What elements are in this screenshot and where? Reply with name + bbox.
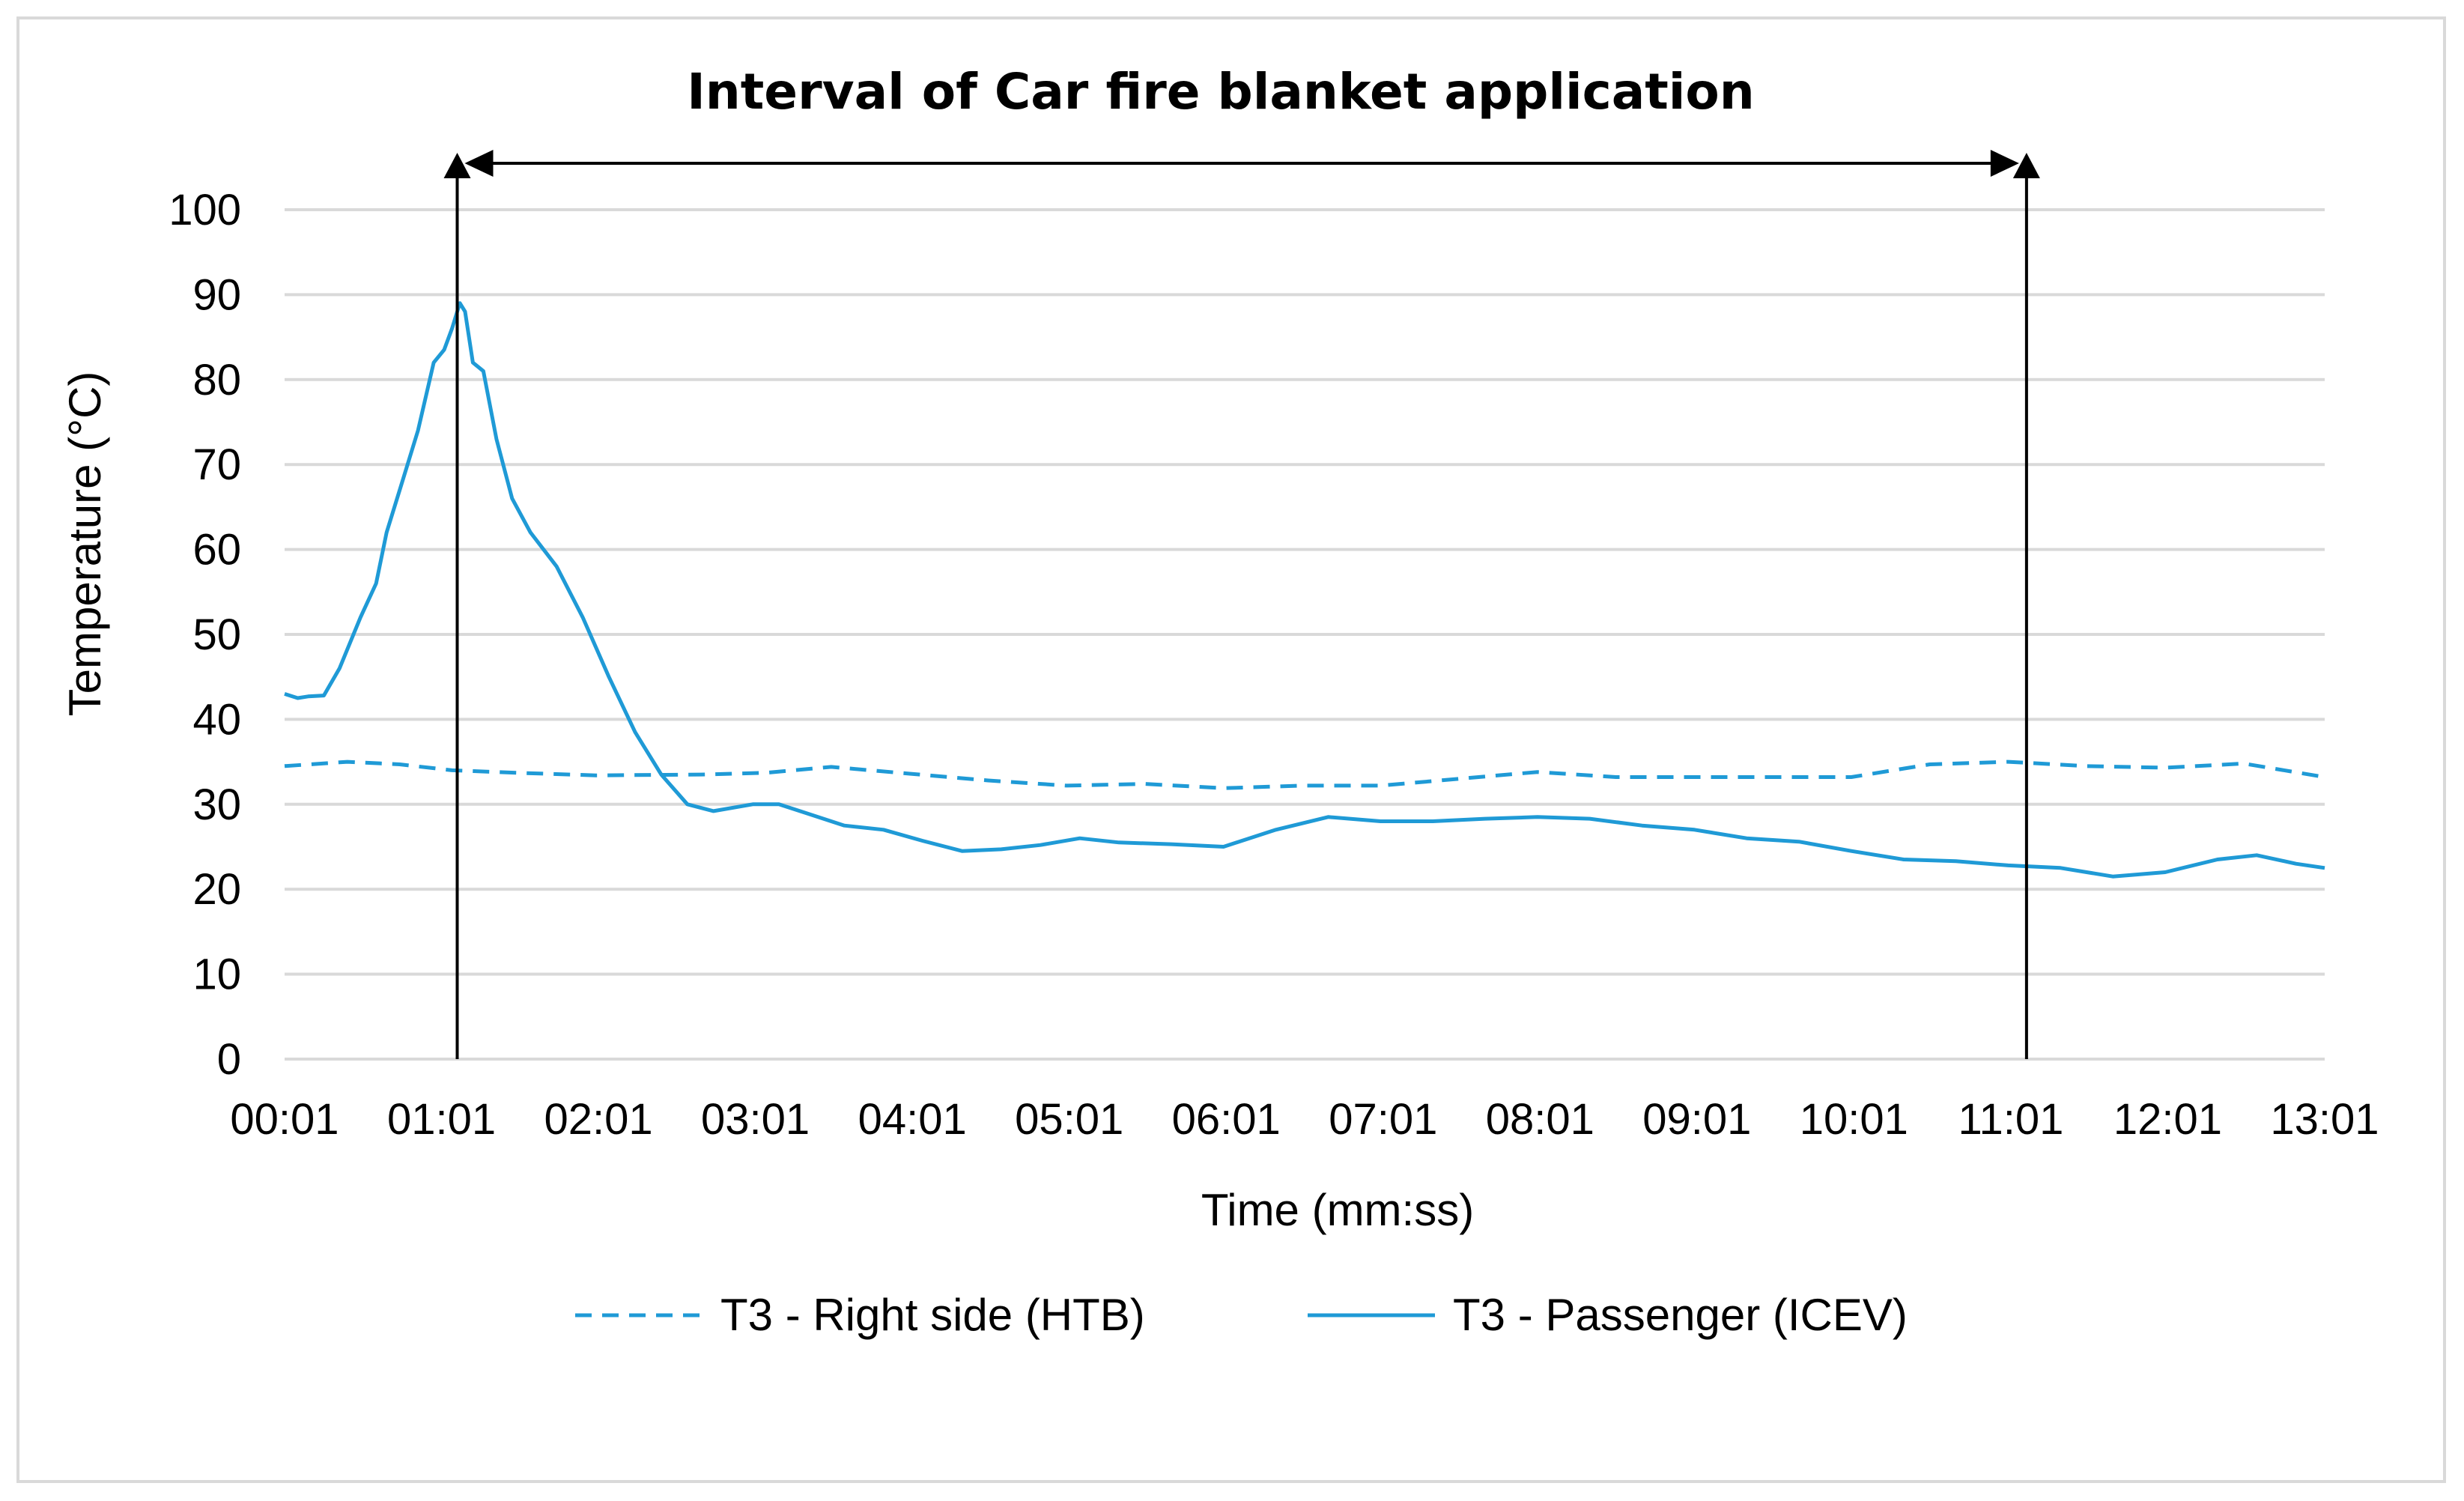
x-tick-label: 04:01 — [858, 1095, 967, 1144]
legend: T3 - Right side (HTB) T3 - Passenger (ICE… — [575, 1290, 1908, 1340]
x-tick-label: 00:01 — [230, 1095, 339, 1144]
interval-span-arrowhead-right — [1990, 150, 2019, 177]
y-tick-label: 70 — [192, 440, 241, 489]
x-tick-label: 13:01 — [2270, 1095, 2379, 1144]
x-tick-label: 01:01 — [387, 1095, 496, 1144]
x-tick-label: 03:01 — [701, 1095, 810, 1144]
x-tick-label: 05:01 — [1015, 1095, 1123, 1144]
y-tick-label: 20 — [192, 865, 241, 914]
series-line-1 — [284, 759, 2325, 790]
y-tick-label: 10 — [192, 950, 241, 999]
x-axis-ticks: 00:01 01:01 02:01 03:01 04:01 05:01 06:01 07:01… — [230, 1095, 2379, 1144]
y-tick-label: 80 — [192, 356, 241, 404]
x-tick-label: 08:01 — [1486, 1095, 1594, 1144]
x-tick-label: 12:01 — [2113, 1095, 2222, 1144]
series-lines — [284, 301, 2325, 879]
gridlines — [285, 208, 2325, 1061]
interval-span-arrowhead-left — [464, 150, 494, 177]
interval-marker-arrowhead-1 — [443, 153, 471, 178]
y-tick-label: 30 — [192, 780, 241, 829]
chart-frame: 0 10 20 30 40 50 60 70 80 90 100 00:01 01:01 02:01 03… — [16, 16, 2446, 1483]
y-axis-label: Temperature (°C) — [60, 372, 110, 717]
x-tick-label: 09:01 — [1642, 1095, 1751, 1144]
x-tick-label: 07:01 — [1329, 1095, 1437, 1144]
legend-label-2: T3 - Passenger (ICEV) — [1453, 1290, 1908, 1340]
series-line-2 — [284, 301, 2325, 879]
y-tick-label: 0 — [217, 1035, 241, 1084]
x-axis-label: Time (mm:ss) — [1201, 1185, 1474, 1235]
y-axis-ticks: 0 10 20 30 40 50 60 70 80 90 100 — [169, 186, 241, 1084]
y-tick-label: 60 — [192, 526, 241, 574]
annotation-label: Interval of Car fire blanket application — [687, 63, 1755, 121]
y-tick-label: 100 — [169, 186, 241, 234]
legend-label-1: T3 - Right side (HTB) — [720, 1290, 1145, 1340]
y-tick-label: 50 — [192, 610, 241, 659]
line-chart: 0 10 20 30 40 50 60 70 80 90 100 00:01 01:01 02:01 03… — [60, 63, 2379, 1340]
y-tick-label: 40 — [192, 695, 241, 744]
x-tick-label: 10:01 — [1800, 1095, 1908, 1144]
x-tick-label: 11:01 — [1958, 1095, 2064, 1144]
x-tick-label: 06:01 — [1172, 1095, 1281, 1144]
y-tick-label: 90 — [192, 270, 241, 319]
interval-annotation — [443, 150, 2040, 1059]
x-tick-label: 02:01 — [544, 1095, 652, 1144]
interval-marker-arrowhead-2 — [2012, 153, 2040, 178]
